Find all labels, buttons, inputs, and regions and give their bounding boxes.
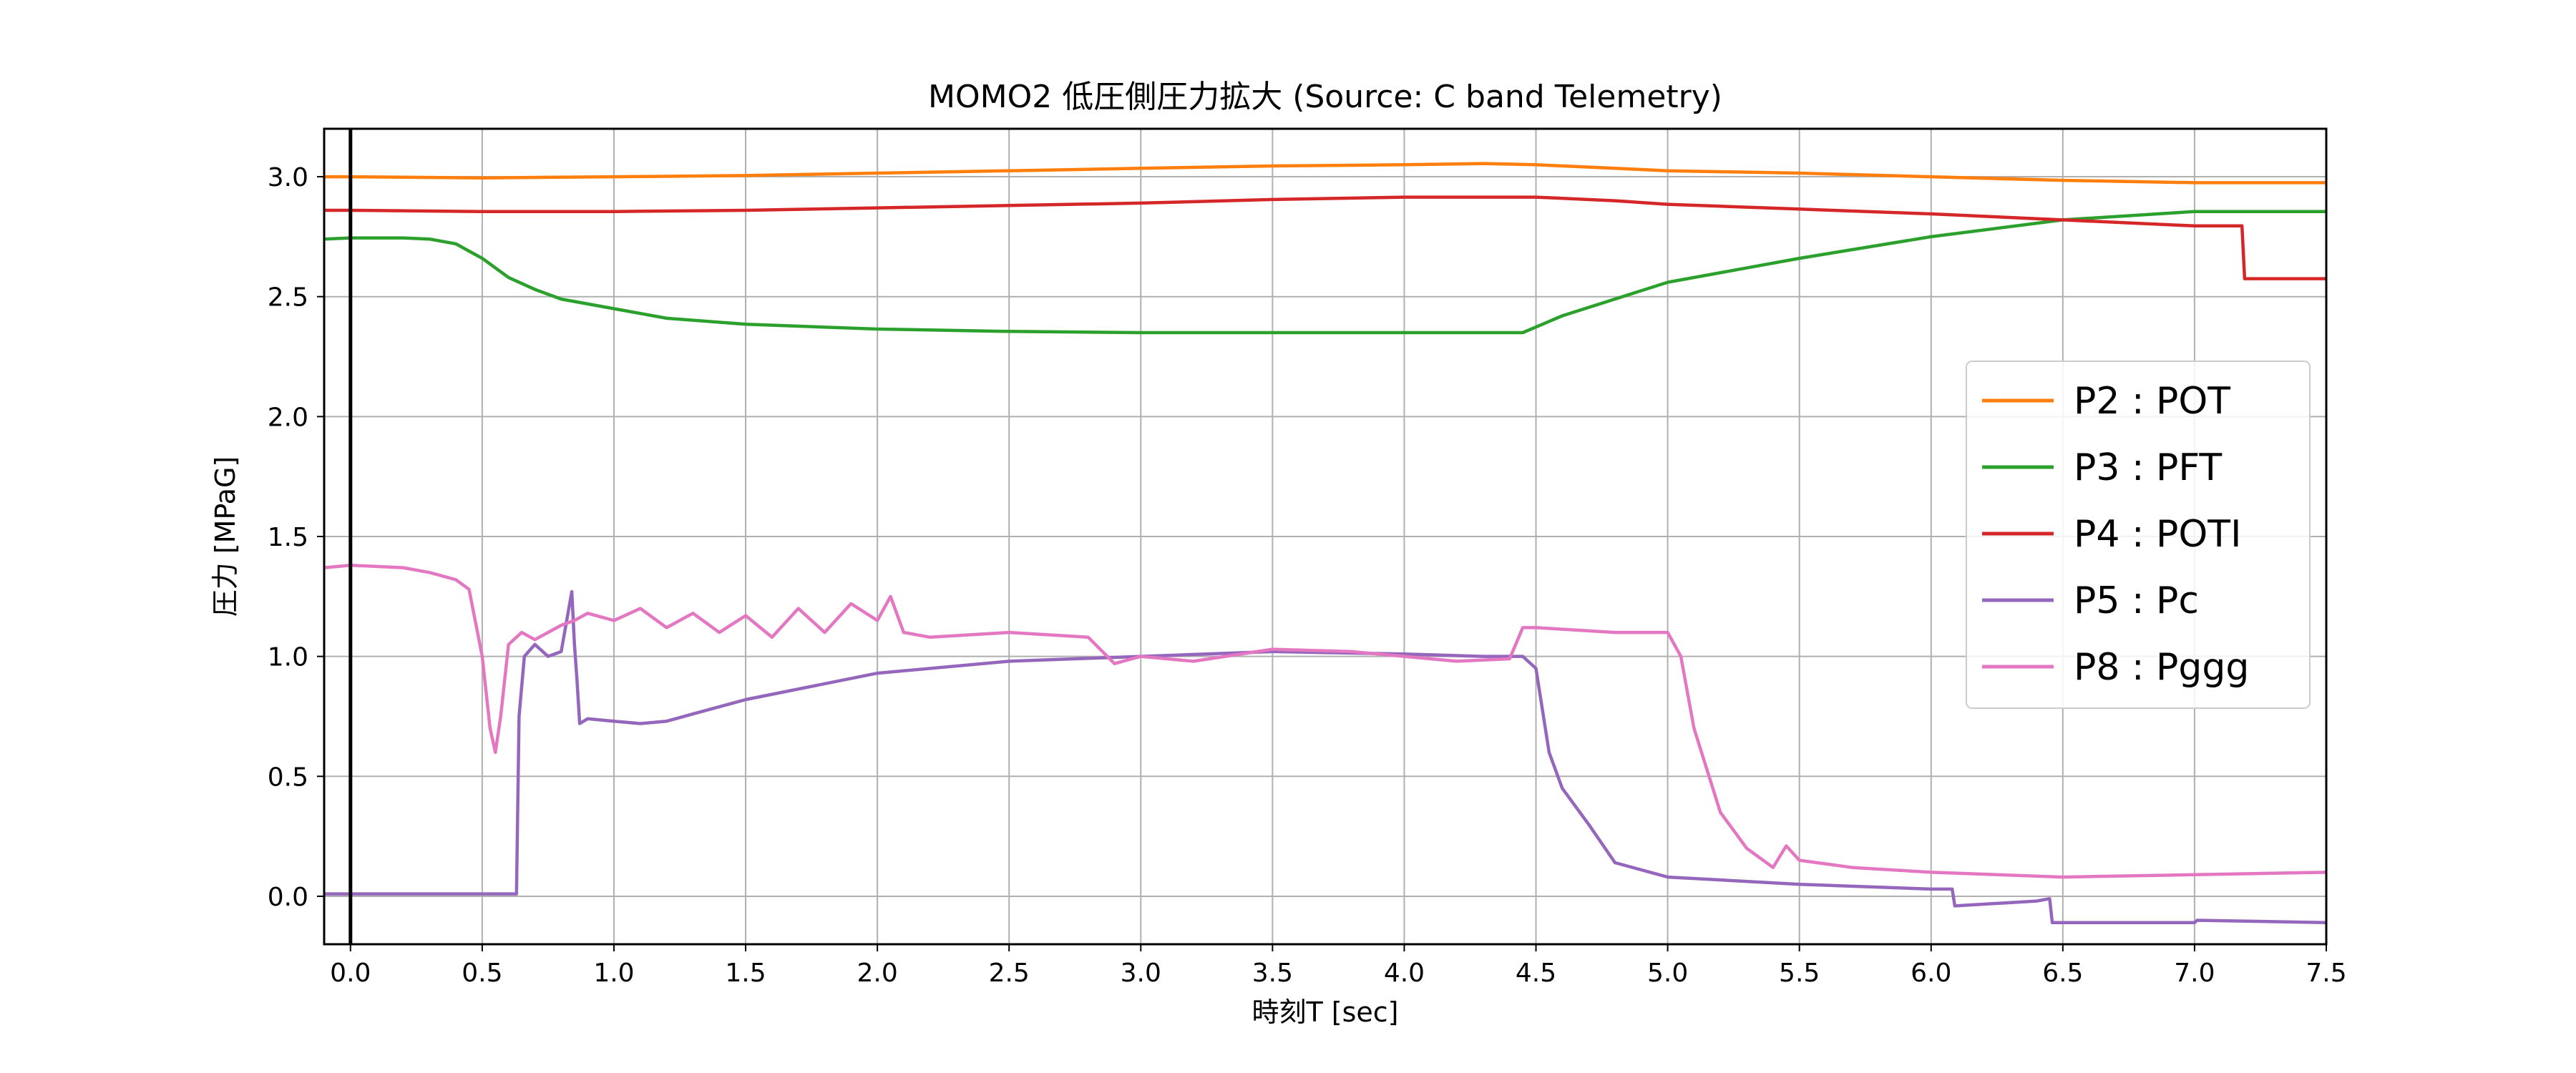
x-tick-label: 5.0 [1647, 959, 1688, 988]
series-layer [323, 129, 2327, 944]
x-tick-label: 2.0 [857, 959, 897, 988]
x-tick-label: 6.5 [2042, 959, 2083, 988]
series-line-4 [324, 589, 2327, 925]
legend-label: P4 : POTI [2074, 513, 2241, 556]
x-tick-label: 1.5 [725, 959, 766, 988]
ticks-layer: 0.0 0.5 1.0 1.5 2.0 2.5 3.0 3.5 4.0 4.5 5.0 5.5 6.0 6… [268, 163, 2347, 988]
x-tick-label: 3.0 [1121, 959, 1161, 988]
legend-label: P8 : Pggg [2074, 646, 2249, 689]
x-tick-label: 0.0 [330, 959, 371, 988]
y-tick-label: 2.0 [268, 403, 308, 432]
series-line-1 [324, 162, 2326, 185]
legend-box [1966, 361, 2311, 709]
x-tick-label: 7.0 [2174, 959, 2215, 988]
y-tick-label: 3.0 [268, 163, 308, 192]
x-tick-label: 7.5 [2306, 959, 2346, 988]
y-tick-label: 2.5 [268, 283, 308, 313]
x-tick-label: 4.5 [1516, 959, 1556, 988]
legend-label: P3 : PFT [2074, 446, 2222, 489]
chart-title: MOMO2 低圧側圧力拡大 (Source: C band Telemetry) [928, 79, 1722, 115]
y-tick-label: 0.0 [268, 883, 308, 912]
x-tick-label: 5.5 [1779, 959, 1820, 988]
x-tick-label: 3.5 [1252, 959, 1293, 988]
legend-label: P2 : POT [2074, 380, 2230, 423]
series-line-2 [323, 210, 2326, 335]
y-tick-label: 1.5 [268, 523, 308, 552]
x-tick-label: 0.5 [462, 959, 502, 988]
x-tick-label: 4.0 [1384, 959, 1425, 988]
x-tick-label: 2.5 [989, 959, 1030, 988]
x-tick-label: 6.0 [1911, 959, 1951, 988]
series-line-5 [323, 563, 2327, 879]
x-axis-title: 時刻T [sec] [1252, 996, 1398, 1028]
y-tick-label: 1.0 [268, 643, 308, 672]
y-tick-label: 0.5 [268, 763, 308, 792]
x-tick-label: 1.0 [593, 959, 634, 988]
y-axis-title: 圧力 [MPaG] [210, 456, 241, 617]
series-line-3 [324, 195, 2326, 280]
legend-label: P5 : Pc [2074, 579, 2199, 622]
legend: P2 : POT P3 : PFT P4 : POTI P5 : Pc P8 : Pgg… [1966, 361, 2311, 709]
